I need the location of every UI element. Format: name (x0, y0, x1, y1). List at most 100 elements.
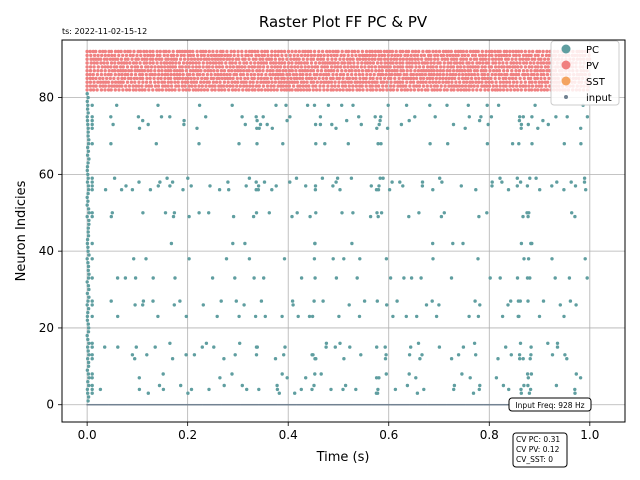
pv-spike (202, 53, 206, 58)
pv-spike (257, 84, 261, 88)
pv-spike (128, 61, 132, 65)
pv-spike (168, 65, 173, 69)
pv-spike (431, 49, 435, 54)
legend-marker-input (564, 95, 568, 99)
pv-spike (509, 61, 513, 65)
pv-spike (173, 65, 178, 69)
pv-spike (310, 65, 314, 69)
pv-spike (128, 49, 132, 54)
pv-spike (224, 61, 228, 65)
pc-spike (357, 115, 361, 119)
pv-spike (311, 69, 316, 73)
pv-spike (365, 88, 369, 92)
pc-spike (554, 383, 559, 388)
pv-spike (88, 49, 92, 54)
pc-spike (563, 353, 567, 357)
pv-spike (217, 61, 221, 65)
pv-spike (113, 49, 118, 54)
pc-spike (85, 280, 89, 284)
pc-spike (262, 180, 267, 184)
pc-spike (86, 391, 90, 395)
pv-spike (371, 76, 375, 81)
pv-spike (99, 88, 104, 92)
pv-spike (304, 76, 309, 81)
pv-spike (292, 57, 296, 61)
pc-spike (485, 142, 490, 146)
pv-spike (491, 61, 495, 65)
pv-spike (490, 88, 495, 92)
pv-spike (517, 69, 522, 73)
pv-spike (94, 57, 98, 61)
pc-spike (504, 345, 508, 349)
pv-spike (188, 61, 192, 65)
pv-spike (514, 53, 518, 58)
pv-spike (342, 61, 347, 65)
pc-spike (87, 383, 91, 388)
pv-spike (266, 80, 271, 84)
pv-spike (177, 61, 182, 65)
pv-spike (129, 80, 134, 84)
pv-spike (231, 57, 235, 61)
pv-spike (173, 76, 177, 81)
pv-spike (493, 65, 498, 69)
pc-spike (384, 353, 388, 357)
pv-spike (258, 65, 262, 69)
pv-spike (418, 76, 423, 81)
pv-spike (358, 57, 362, 61)
pv-spike (510, 76, 515, 81)
pv-spike (471, 88, 475, 92)
pv-spike (322, 72, 326, 77)
pv-spike (253, 61, 257, 65)
input-spike (107, 403, 109, 406)
pv-spike (153, 69, 157, 73)
pv-spike (181, 61, 186, 65)
pc-spike (582, 176, 587, 180)
pv-spike (499, 57, 504, 61)
pv-spike (174, 61, 178, 65)
pc-spike (90, 115, 94, 119)
pv-spike (383, 76, 387, 81)
pc-spike (90, 241, 94, 246)
pv-spike (389, 57, 393, 61)
pv-spike (276, 76, 280, 81)
pv-spike (277, 69, 282, 73)
pc-spike (186, 176, 190, 180)
pc-spike (87, 341, 91, 345)
pv-spike (448, 72, 453, 77)
pv-spike (213, 57, 218, 61)
pv-spike (206, 69, 210, 73)
pv-spike (358, 84, 362, 88)
pv-spike (490, 49, 494, 54)
pv-spike (360, 49, 365, 54)
pv-spike (269, 84, 273, 88)
pv-spike (505, 65, 510, 69)
pv-spike (98, 80, 103, 84)
pv-spike (426, 88, 430, 92)
pc-spike (496, 357, 500, 361)
pv-spike (502, 65, 506, 69)
pv-spike (192, 76, 197, 81)
pc-spike (270, 188, 274, 192)
pc-spike (518, 115, 522, 119)
pv-spike (487, 57, 491, 61)
pv-spike (211, 65, 215, 69)
pc-spike (291, 303, 295, 307)
input-spike (464, 403, 466, 406)
pc-spike (86, 310, 90, 315)
pv-spike (223, 88, 227, 92)
pv-spike (382, 53, 387, 58)
pv-spike (337, 76, 342, 81)
pv-spike (296, 88, 300, 92)
pc-spike (498, 276, 502, 280)
x-tick-label: 1.0 (580, 428, 599, 442)
pc-spike (85, 214, 89, 219)
pv-spike (435, 69, 439, 73)
pc-spike (525, 276, 530, 280)
pv-spike (524, 61, 529, 65)
pv-spike (438, 61, 442, 65)
pc-spike (569, 180, 573, 184)
x-axis-label: Time (s) (316, 450, 370, 465)
pc-spike (359, 353, 363, 357)
pv-spike (300, 76, 305, 81)
pc-spike (526, 376, 530, 380)
